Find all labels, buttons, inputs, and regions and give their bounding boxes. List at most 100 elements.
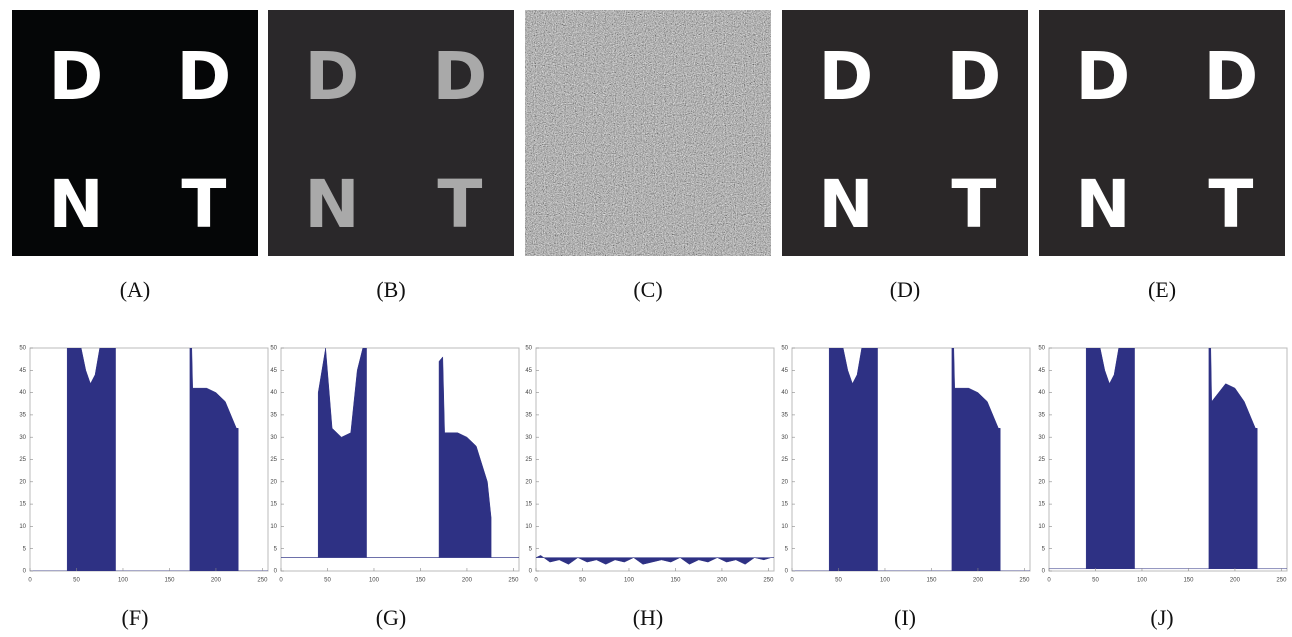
y-tick-label: 35: [1038, 412, 1045, 418]
y-tick-label: 45: [19, 368, 26, 374]
letter: D: [1076, 38, 1131, 115]
x-tick-label: 150: [164, 578, 175, 584]
plot-frame: [536, 348, 774, 571]
y-tick-label: 5: [274, 546, 278, 552]
y-tick-label: 10: [525, 524, 532, 530]
y-tick-label: 15: [525, 502, 532, 508]
y-tick-label: 20: [270, 479, 277, 485]
caption: (E): [1148, 277, 1176, 302]
x-tick-label: 250: [1276, 578, 1287, 584]
y-tick-label: 30: [525, 435, 532, 441]
y-tick-label: 20: [525, 479, 532, 485]
x-tick-label: 200: [211, 578, 222, 584]
y-tick-label: 25: [781, 457, 788, 463]
caption: (B): [376, 277, 405, 302]
letter: D: [819, 38, 874, 115]
letter: T: [1208, 166, 1253, 243]
y-tick-label: 45: [781, 368, 788, 374]
y-tick-label: 40: [270, 390, 277, 396]
y-tick-label: 20: [781, 479, 788, 485]
y-tick-label: 5: [1042, 546, 1046, 552]
y-tick-label: 10: [270, 524, 277, 530]
noise-image: [525, 10, 771, 256]
letter: N: [1075, 166, 1130, 243]
y-tick-label: 50: [270, 346, 277, 352]
x-tick-label: 250: [257, 578, 268, 584]
x-tick-label: 150: [1183, 578, 1194, 584]
y-tick-label: 25: [270, 457, 277, 463]
x-tick-label: 50: [1092, 578, 1099, 584]
y-tick-label: 45: [270, 368, 277, 374]
y-tick-label: 10: [1038, 524, 1045, 530]
y-tick-label: 30: [270, 435, 277, 441]
caption: (D): [890, 277, 921, 302]
x-tick-label: 250: [508, 578, 519, 584]
letter: D: [49, 38, 104, 115]
y-tick-label: 15: [270, 502, 277, 508]
caption: (H): [633, 605, 664, 630]
y-tick-label: 15: [781, 502, 788, 508]
y-tick-label: 45: [1038, 368, 1045, 374]
y-tick-label: 5: [785, 546, 789, 552]
x-tick-label: 250: [763, 578, 774, 584]
letter: N: [818, 166, 873, 243]
y-tick-label: 40: [781, 390, 788, 396]
x-tick-label: 150: [415, 578, 426, 584]
x-tick-label: 100: [369, 578, 380, 584]
y-tick-label: 35: [270, 412, 277, 418]
y-tick-label: 0: [23, 569, 27, 575]
y-tick-label: 40: [1038, 390, 1045, 396]
x-tick-label: 0: [1047, 578, 1051, 584]
caption: (J): [1150, 605, 1173, 630]
y-tick-label: 20: [1038, 479, 1045, 485]
x-tick-label: 50: [324, 578, 331, 584]
x-tick-label: 200: [462, 578, 473, 584]
y-tick-label: 50: [19, 346, 26, 352]
y-tick-label: 0: [785, 569, 789, 575]
y-tick-label: 40: [525, 390, 532, 396]
y-tick-label: 50: [781, 346, 788, 352]
y-tick-label: 10: [19, 524, 26, 530]
x-tick-label: 100: [624, 578, 635, 584]
y-tick-label: 0: [274, 569, 278, 575]
y-tick-label: 30: [781, 435, 788, 441]
caption: (A): [120, 277, 151, 302]
y-tick-label: 15: [1038, 502, 1045, 508]
letter: D: [176, 38, 231, 115]
y-tick-label: 0: [529, 569, 533, 575]
y-tick-label: 25: [1038, 457, 1045, 463]
letter: T: [951, 166, 996, 243]
letter: D: [432, 38, 487, 115]
caption: (I): [894, 605, 916, 630]
y-tick-label: 30: [19, 435, 26, 441]
y-tick-label: 50: [1038, 346, 1045, 352]
letter: D: [305, 38, 360, 115]
x-tick-label: 100: [880, 578, 891, 584]
x-tick-label: 200: [1230, 578, 1241, 584]
x-tick-label: 250: [1019, 578, 1030, 584]
x-tick-label: 100: [1137, 578, 1148, 584]
letter: T: [181, 166, 226, 243]
y-tick-label: 50: [525, 346, 532, 352]
y-tick-label: 30: [1038, 435, 1045, 441]
x-tick-label: 0: [28, 578, 32, 584]
y-tick-label: 15: [19, 502, 26, 508]
letter: N: [48, 166, 103, 243]
x-tick-label: 50: [73, 578, 80, 584]
x-tick-label: 50: [579, 578, 586, 584]
x-tick-label: 100: [118, 578, 129, 584]
letter: N: [304, 166, 359, 243]
y-tick-label: 35: [19, 412, 26, 418]
x-tick-label: 0: [279, 578, 283, 584]
y-tick-label: 25: [19, 457, 26, 463]
x-tick-label: 200: [973, 578, 984, 584]
y-tick-label: 40: [19, 390, 26, 396]
x-tick-label: 200: [717, 578, 728, 584]
y-tick-label: 5: [529, 546, 533, 552]
letter: D: [946, 38, 1001, 115]
letter: T: [437, 166, 482, 243]
